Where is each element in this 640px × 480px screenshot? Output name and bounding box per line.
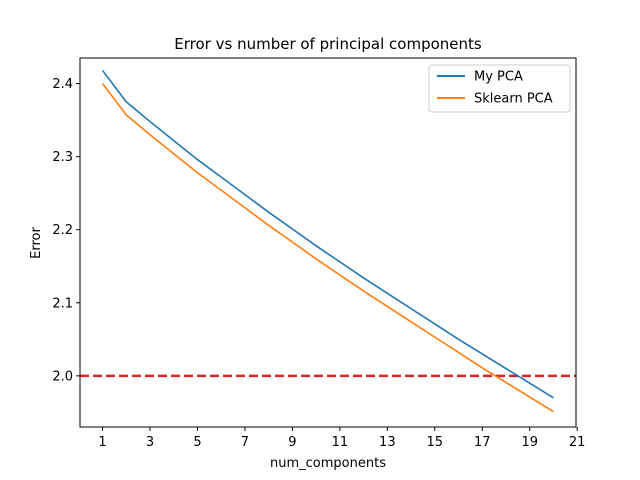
plot-area [80, 58, 576, 427]
y-tick-label: 2.4 [52, 77, 73, 92]
legend: My PCA Sklearn PCA [428, 64, 571, 113]
chart-title: Error vs number of principal components [174, 35, 482, 53]
series-layer [101, 69, 554, 413]
x-tick-label: 15 [427, 435, 444, 450]
y-axis-label: Error [29, 227, 44, 259]
x-tick-label: 7 [241, 435, 249, 450]
x-axis-ticks: 1 3 5 7 9 11 13 15 17 19 21 [98, 427, 585, 450]
y-tick-label: 2.3 [52, 150, 73, 165]
y-axis-ticks: 2.0 2.1 2.2 2.3 2.4 [52, 77, 80, 384]
series-line-my-pca [101, 69, 554, 399]
x-tick-label: 13 [379, 435, 396, 450]
plot-frame [79, 57, 577, 428]
x-axis-label: num_components [270, 456, 386, 471]
legend-label-my-pca: My PCA [474, 70, 523, 85]
y-tick-label: 2.1 [52, 296, 73, 311]
y-tick-label: 2.0 [52, 369, 73, 384]
legend-label-sklearn-pca: Sklearn PCA [474, 92, 553, 107]
x-tick-label: 17 [474, 435, 491, 450]
x-tick-label: 21 [569, 435, 586, 450]
x-tick-label: 5 [193, 435, 201, 450]
x-tick-label: 1 [98, 435, 106, 450]
x-tick-label: 11 [332, 435, 349, 450]
x-tick-label: 9 [288, 435, 296, 450]
x-tick-label: 19 [521, 435, 538, 450]
series-line-sklearn-pca [101, 83, 554, 413]
y-tick-label: 2.2 [52, 223, 73, 238]
x-tick-label: 3 [146, 435, 154, 450]
